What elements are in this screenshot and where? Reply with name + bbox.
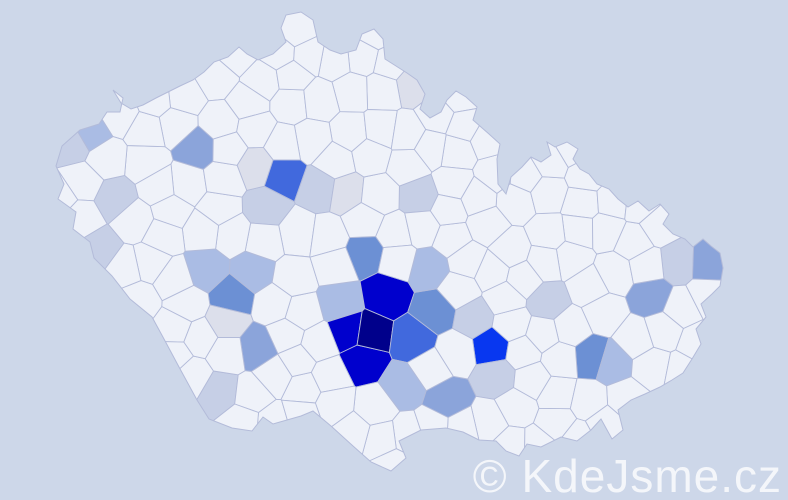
district-cell (281, 399, 326, 471)
district-cell (628, 245, 665, 285)
district-cell (309, 246, 360, 287)
district-cell (434, 327, 477, 380)
district-cell (311, 448, 465, 471)
district-cell (277, 343, 317, 378)
district-cell (56, 149, 79, 302)
district-cell (84, 12, 171, 118)
district-cell (377, 244, 418, 283)
district-cell (638, 75, 723, 249)
district-cell (107, 403, 259, 471)
district-cell (242, 12, 338, 48)
district-cell (56, 199, 108, 295)
district-cell (557, 418, 641, 471)
district-cell (181, 207, 220, 252)
district-cell (563, 125, 648, 192)
district-cell (429, 193, 469, 226)
district-cell (339, 202, 386, 239)
district-cell (660, 349, 723, 471)
district-cell (481, 280, 528, 316)
district-cell (351, 138, 393, 178)
district-cell (469, 75, 538, 161)
district-cell (152, 252, 195, 302)
district-cell-colored (56, 12, 90, 169)
district-cell (606, 376, 706, 471)
district-cell (212, 131, 249, 166)
district-cell (56, 12, 140, 141)
district-cell (413, 403, 449, 471)
district-cell (513, 360, 552, 401)
district-cell (140, 218, 186, 257)
district-cell (526, 244, 562, 283)
district-cell (250, 353, 293, 401)
district-cell (293, 117, 333, 166)
district-cell (525, 315, 560, 354)
district-cell-colored (56, 223, 125, 379)
district-cell (140, 12, 259, 78)
district-cell (610, 312, 655, 361)
district-cell (413, 129, 447, 173)
district-cell-colored (395, 12, 460, 110)
district-cell (446, 239, 489, 279)
district-cell (303, 410, 371, 471)
district-cell-colored (692, 83, 723, 285)
district-cell (56, 340, 194, 471)
district-cell (624, 12, 723, 224)
district-cell (584, 404, 723, 471)
district-cell (406, 346, 454, 392)
district-cell (56, 355, 214, 471)
district-cell (685, 278, 723, 340)
district-cell-colored (56, 12, 114, 152)
district-cell (435, 12, 582, 113)
district-cell (372, 13, 455, 81)
district-cell (563, 262, 610, 308)
district-cell (134, 163, 175, 207)
country-border (55, 11, 724, 472)
district-cell (675, 318, 723, 423)
